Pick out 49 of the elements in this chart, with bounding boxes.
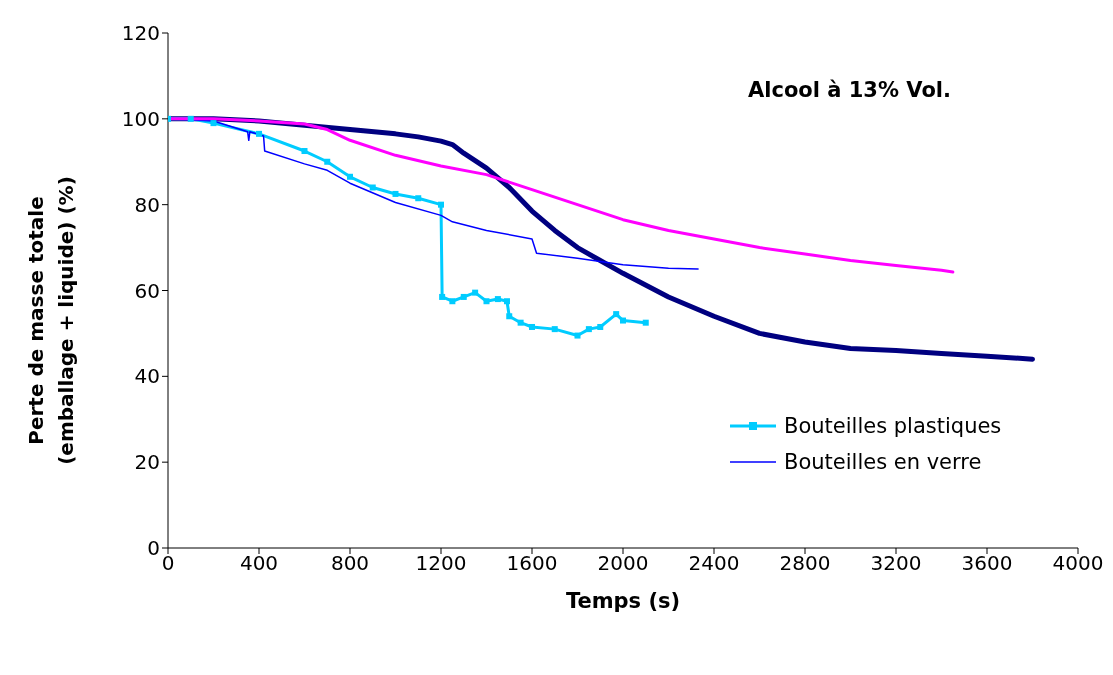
x-tick-label: 2400 bbox=[688, 551, 740, 576]
point bbox=[574, 332, 581, 339]
point bbox=[210, 120, 217, 127]
point bbox=[392, 190, 399, 197]
x-tick-label: 2800 bbox=[779, 551, 831, 576]
annotation: Alcool à 13% Vol. bbox=[748, 78, 952, 102]
y-tick-label: 120 bbox=[121, 21, 160, 46]
point bbox=[472, 289, 479, 296]
x-tick-label: 4000 bbox=[1052, 551, 1104, 576]
legend-label: Bouteilles en verre bbox=[784, 450, 982, 474]
x-axis-title: Temps (s) bbox=[565, 589, 681, 613]
point bbox=[460, 293, 467, 300]
point bbox=[301, 148, 308, 155]
x-tick-label: 2000 bbox=[597, 551, 649, 576]
point bbox=[369, 184, 376, 191]
point bbox=[642, 319, 649, 326]
point bbox=[494, 296, 501, 303]
point bbox=[438, 201, 444, 208]
point bbox=[415, 195, 422, 202]
x-tick-label: 400 bbox=[239, 551, 279, 576]
x-tick-label: 3600 bbox=[961, 551, 1013, 576]
point bbox=[551, 326, 558, 333]
point bbox=[585, 326, 592, 333]
point bbox=[324, 158, 331, 165]
point bbox=[620, 317, 626, 324]
x-tick-label: 1600 bbox=[506, 551, 558, 576]
x-tick-label: 3200 bbox=[870, 551, 922, 576]
point bbox=[439, 293, 446, 300]
point bbox=[449, 298, 456, 305]
point bbox=[529, 323, 535, 330]
y-tick-label: 100 bbox=[121, 106, 160, 131]
y-tick-label: 60 bbox=[134, 278, 160, 303]
point bbox=[613, 311, 620, 318]
line-series bbox=[168, 117, 955, 274]
point bbox=[503, 298, 510, 305]
point bbox=[597, 323, 604, 330]
y-tick-label: 40 bbox=[134, 364, 160, 389]
legend-label: Bouteilles plastiques bbox=[784, 414, 1002, 438]
x-tick-label: 1200 bbox=[415, 551, 467, 576]
x-tick-label: 800 bbox=[330, 551, 370, 576]
point bbox=[256, 130, 262, 137]
point bbox=[483, 298, 490, 305]
point bbox=[347, 173, 353, 180]
point bbox=[187, 115, 194, 122]
y-tick-label: 20 bbox=[134, 450, 160, 475]
point bbox=[517, 319, 524, 326]
y-tick-label: 80 bbox=[134, 192, 160, 217]
y-axis-title: Perte de masse totale (emballage + liquide) (%) bbox=[24, 176, 78, 465]
point bbox=[506, 313, 513, 320]
